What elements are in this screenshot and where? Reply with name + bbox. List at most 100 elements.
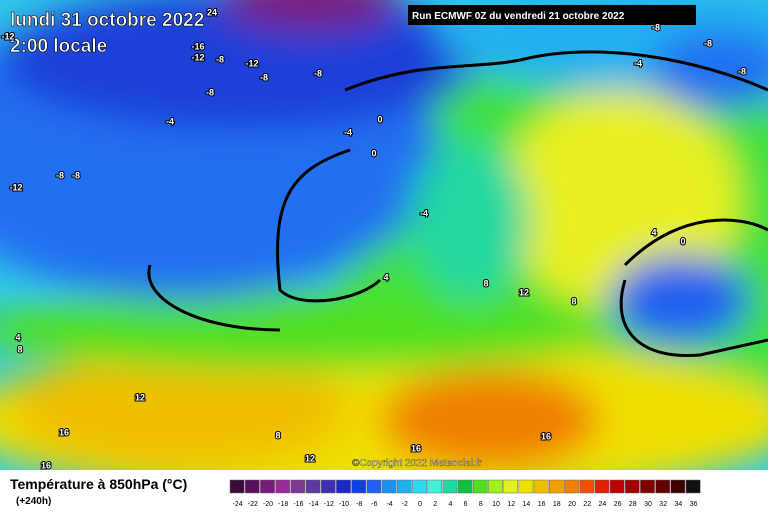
contour-label: -8 [738, 66, 746, 76]
contour-label: -8 [216, 54, 224, 64]
contour-label: 4 [15, 332, 20, 342]
legend-tick-label: -2 [402, 501, 408, 508]
legend-tick-label: 34 [675, 501, 683, 508]
contour-label: 0 [680, 236, 685, 246]
legend-swatch [244, 479, 260, 494]
legend-swatch [442, 479, 458, 494]
contour-label: -8 [72, 170, 80, 180]
legend-tick-label: 2 [433, 501, 437, 508]
legend-swatch [336, 479, 351, 494]
legend-swatch [594, 479, 610, 494]
legend-tick-label: -4 [386, 501, 392, 508]
legend-tick-label: 24 [599, 501, 607, 508]
legend-swatch [260, 479, 275, 494]
legend-swatch [685, 479, 701, 494]
legend-swatch [564, 479, 579, 494]
legend-swatch [655, 479, 671, 494]
contour-label: -12 [1, 31, 14, 41]
contour-label: 16 [541, 431, 551, 441]
legend-swatch [366, 479, 382, 494]
legend-tick-label: -12 [324, 501, 334, 508]
legend-swatch [518, 479, 534, 494]
contour-label: 12 [305, 453, 315, 463]
legend-swatch [640, 479, 655, 494]
contour-label: -16 [191, 41, 204, 51]
contour-label: 12 [135, 392, 145, 402]
temperature-field [0, 0, 768, 470]
contour-label: -12 [191, 52, 204, 62]
legend-tick-label: 14 [523, 501, 531, 508]
legend-swatch [290, 479, 306, 494]
contour-label: -4 [634, 58, 642, 68]
legend-tick-label: 20 [568, 501, 576, 508]
legend-tick-label: 18 [553, 501, 561, 508]
legend-tick-label: 8 [479, 501, 483, 508]
contour-label: -8 [260, 72, 268, 82]
contour-label: -12 [9, 182, 22, 192]
contour-label: -12 [245, 58, 258, 68]
legend-tick-label: 22 [583, 501, 591, 508]
legend-swatch [670, 479, 686, 494]
legend-tick-label: 26 [614, 501, 622, 508]
contour-label: 8 [571, 296, 576, 306]
contour-label: 16 [411, 443, 421, 453]
legend-swatch [457, 479, 473, 494]
legend-swatch [609, 479, 625, 494]
contour-label: -8 [704, 38, 712, 48]
copyright: ©Copyright 2022 Meteociel.fr [352, 458, 482, 469]
legend-tick-label: 36 [690, 501, 698, 508]
contour-label: 8 [483, 278, 488, 288]
run-box [408, 5, 696, 25]
legend-tick-label: 10 [492, 501, 500, 508]
legend-tick-label: -16 [293, 501, 303, 508]
legend-swatch [503, 479, 519, 494]
contour-label: 12 [519, 287, 529, 297]
contour-label: -8 [206, 87, 214, 97]
legend-tick-label: -6 [371, 501, 377, 508]
legend-tick-label: -14 [309, 501, 319, 508]
legend-swatch [229, 479, 245, 494]
legend-tick-label: 28 [629, 501, 637, 508]
legend-tick-label: 32 [659, 501, 667, 508]
legend-swatch [412, 479, 427, 494]
legend-tick-label: 0 [418, 501, 422, 508]
legend-tick-label: -24 [233, 501, 243, 508]
legend-tick-label: -18 [278, 501, 288, 508]
contour-label: -8 [314, 68, 322, 78]
legend-swatch [275, 479, 291, 494]
contour-label: 0 [377, 114, 382, 124]
legend-tick-label: 30 [644, 501, 652, 508]
legend-swatch [381, 479, 397, 494]
zero-isotherm [147, 50, 768, 358]
legend-tick-label: -8 [356, 501, 362, 508]
legend-swatch [533, 479, 549, 494]
legend-tick-label: 12 [507, 501, 515, 508]
legend-title: Température à 850hPa (°C) [10, 476, 187, 492]
time: 2:00 locale [10, 36, 107, 57]
legend-tick-label: -20 [263, 501, 273, 508]
run-info: Run ECMWF 0Z du vendredi 21 octobre 2022 [412, 11, 625, 22]
legend-swatch [472, 479, 488, 494]
legend-swatch [396, 479, 412, 494]
legend-tick-label: -22 [248, 501, 258, 508]
contour-label: 16 [41, 460, 51, 470]
contour-label: -4 [344, 127, 352, 137]
contour-label: -8 [56, 170, 64, 180]
contour-label: 4 [383, 272, 388, 282]
contour-label: 8 [275, 430, 280, 440]
contour-label: 8 [17, 344, 22, 354]
legend-swatch [320, 479, 336, 494]
legend-swatch [351, 479, 367, 494]
legend-lead: (+240h) [16, 496, 51, 507]
legend-swatch [488, 479, 503, 494]
legend-swatch [548, 479, 564, 494]
contour-label: 24 [207, 7, 217, 17]
legend-tick-label: -10 [339, 501, 349, 508]
legend-swatch [305, 479, 321, 494]
legend-tick-label: 16 [538, 501, 546, 508]
legend-swatch [579, 479, 595, 494]
legend-tick-label: 4 [448, 501, 452, 508]
legend-swatch [624, 479, 640, 494]
